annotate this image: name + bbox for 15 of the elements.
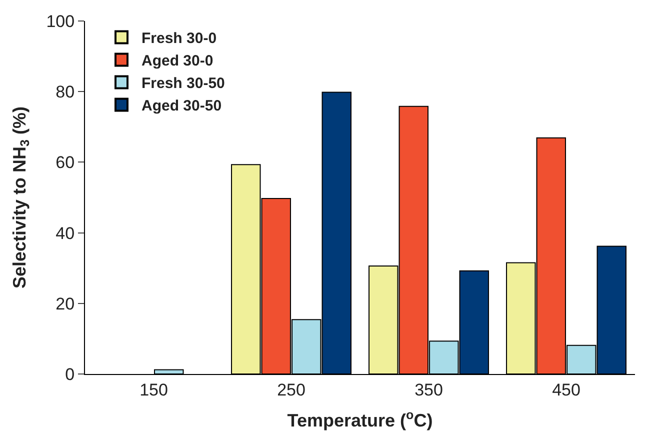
legend-label: Aged 30-0 bbox=[142, 52, 214, 70]
y-tick-label: 80 bbox=[56, 82, 75, 102]
y-tick-label: 40 bbox=[56, 224, 75, 243]
y-tick-label: 20 bbox=[56, 294, 75, 314]
x-tick-label: 450 bbox=[552, 380, 580, 400]
x-tick-label: 350 bbox=[414, 380, 443, 400]
y-tick-label: 60 bbox=[56, 153, 75, 172]
y-tick-label: 100 bbox=[46, 12, 75, 31]
legend-label: Aged 30-50 bbox=[142, 98, 222, 115]
legend-label: Fresh 30-0 bbox=[142, 30, 217, 48]
x-tick-label: 150 bbox=[140, 380, 168, 400]
y-tick-label: 0 bbox=[65, 364, 75, 384]
x-tick-label: 250 bbox=[277, 380, 306, 400]
legend-label: Fresh 30-50 bbox=[142, 75, 225, 92]
x-axis-title: Temperature ($^{o}$C) bbox=[287, 408, 433, 430]
